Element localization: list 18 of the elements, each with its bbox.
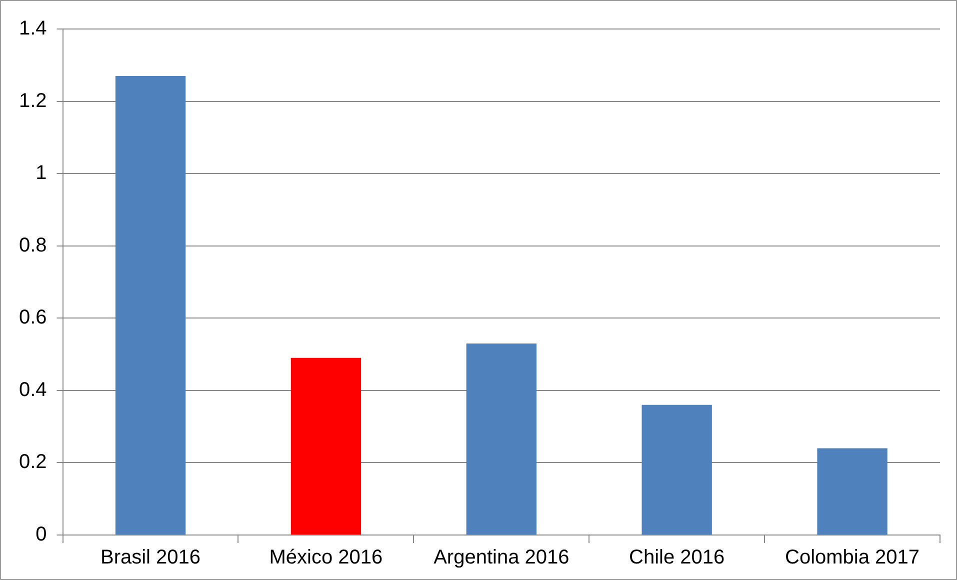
y-tick-label: 1.4	[18, 18, 47, 40]
y-tick-label: 0.2	[18, 451, 47, 474]
bar	[642, 404, 712, 534]
x-tick-label: Argentina 2016	[434, 546, 570, 569]
x-tick-label: México 2016	[269, 546, 383, 569]
x-tick-label: Colombia 2017	[785, 546, 920, 569]
bar	[817, 448, 888, 534]
y-tick-label: 1.2	[18, 90, 47, 112]
y-tick-label: 0.8	[18, 234, 47, 256]
bar	[290, 358, 362, 534]
y-tick-label: 0.6	[18, 306, 47, 329]
y-tick-label: 0	[36, 524, 47, 546]
y-tick-label: 1	[36, 162, 47, 184]
x-tick-label: Chile 2016	[629, 546, 725, 569]
x-tick-label: Brasil 2016	[100, 546, 201, 569]
bar	[466, 343, 536, 534]
y-tick-label: 0.4	[18, 378, 47, 401]
bar	[115, 76, 186, 534]
